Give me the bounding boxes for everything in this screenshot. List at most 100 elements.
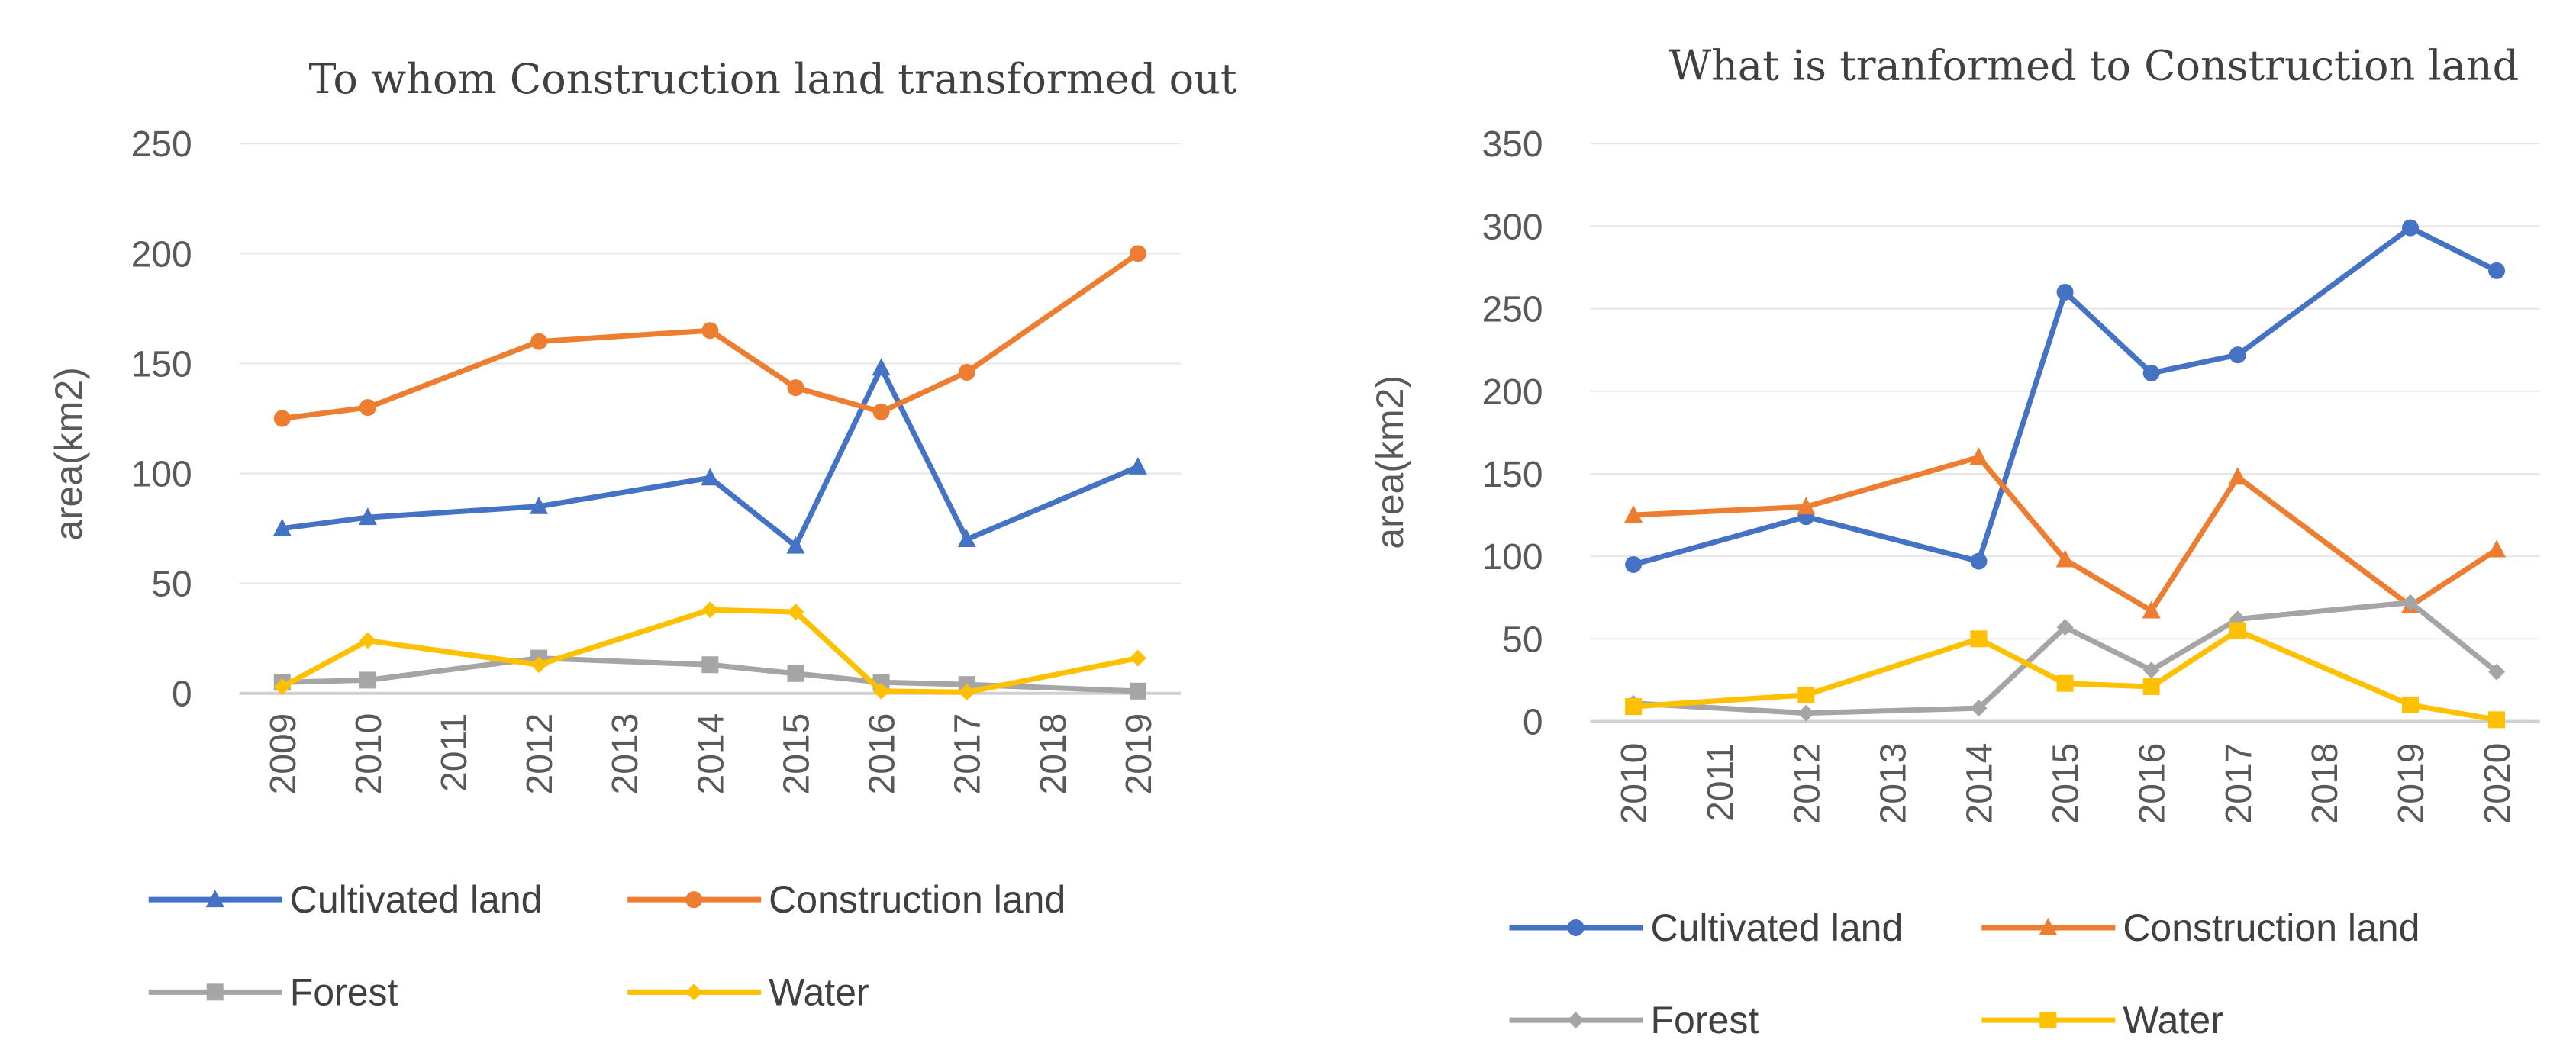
series-cultivated-land	[1625, 219, 2506, 573]
data-point-water-2019	[1129, 649, 1146, 667]
legend-item-cultivated-land: Cultivated land	[148, 878, 543, 921]
legend-marker	[685, 891, 703, 909]
data-point-construction-land-2014	[1969, 447, 1988, 465]
legend-item-water: Water	[1981, 999, 2223, 1041]
data-point-cultivated-land-2010	[1625, 555, 1643, 573]
legend: Cultivated land Construction land Forest Wa…	[148, 878, 1066, 1013]
legend-item-water: Water	[627, 970, 869, 1013]
x-tick-label: 2011	[434, 713, 475, 792]
chart-title: What is tranformed to Construction land	[1669, 42, 2520, 90]
data-point-forest-2019	[1129, 682, 1146, 700]
data-point-cultivated-land-2016	[2142, 364, 2160, 381]
data-point-construction-land-2012	[1797, 497, 1816, 515]
y-tick-label: 150	[131, 344, 192, 385]
legend-label: Cultivated land	[1651, 906, 1904, 949]
data-point-construction-land-2009	[273, 410, 291, 427]
x-tick-label: 2019	[2391, 743, 2432, 825]
x-tick-label: 2010	[349, 713, 389, 795]
legend: Cultivated land Construction land Forest Wa…	[1509, 906, 2420, 1041]
data-point-water-2012	[530, 656, 548, 674]
data-point-cultivated-land-2020	[2488, 262, 2506, 279]
legend-item-construction-land: Construction land	[627, 878, 1066, 921]
y-tick-label: 300	[1481, 207, 1543, 247]
y-tick-label: 100	[131, 455, 192, 495]
series-construction-land	[273, 245, 1146, 427]
series-line-water	[1630, 627, 2500, 723]
legend-item-forest: Forest	[1509, 999, 1759, 1041]
series-line-cultivated-land	[1630, 225, 2500, 568]
data-point-water-2015	[2056, 674, 2074, 692]
series-line-construction-land	[279, 250, 1141, 421]
y-tick-label: 350	[1481, 124, 1543, 165]
x-tick-label: 2010	[1614, 743, 1655, 825]
legend-label: Construction land	[2123, 906, 2420, 949]
x-tick-label: 2009	[263, 713, 304, 795]
data-point-water-2016	[872, 682, 890, 700]
x-tick-label: 2012	[1787, 743, 1827, 825]
x-tick-label: 2017	[2219, 743, 2259, 825]
data-point-cultivated-land-2012	[530, 496, 549, 514]
data-point-water-2014	[1970, 630, 1988, 648]
legend-item-forest: Forest	[148, 970, 398, 1013]
x-tick-label: 2018	[1033, 713, 1074, 795]
x-tick-label: 2015	[2046, 743, 2087, 825]
x-tick-label: 2020	[2478, 743, 2518, 825]
legend-label: Forest	[1651, 999, 1759, 1041]
data-point-cultivated-land-2014	[701, 468, 720, 486]
data-point-water-2014	[701, 601, 719, 619]
series-line-water	[279, 607, 1141, 695]
series-water	[1625, 622, 2506, 729]
x-tick-label: 2019	[1119, 713, 1159, 795]
data-point-cultivated-land-2019	[1128, 456, 1147, 475]
legend-marker	[685, 983, 703, 1001]
x-tick-label: 2016	[862, 713, 903, 795]
legend-label: Water	[769, 970, 869, 1013]
y-tick-label: 0	[172, 674, 192, 715]
data-point-construction-land-2016	[2142, 600, 2161, 619]
data-point-construction-land-2010	[359, 399, 376, 417]
data-point-forest-2010	[359, 671, 376, 689]
x-tick-label: 2013	[1873, 743, 1913, 825]
data-point-water-2019	[2401, 696, 2419, 713]
data-point-construction-land-2017	[958, 363, 975, 381]
chart-construction-out: To whom Construction land transformed ou…	[47, 55, 1237, 1013]
legend-marker	[1567, 1012, 1585, 1029]
chart-transformed-to-construction: What is tranformed to Construction land a…	[1369, 42, 2540, 1041]
legend-item-cultivated-land: Cultivated land	[1509, 906, 1904, 949]
legend-label: Forest	[290, 970, 398, 1013]
data-point-cultivated-land-2017	[2229, 346, 2246, 364]
data-point-water-2010	[359, 632, 376, 649]
data-point-forest-2019	[2401, 594, 2419, 611]
data-point-construction-land-2010	[1624, 505, 1643, 523]
y-tick-label: 250	[1481, 290, 1543, 330]
series-line-forest	[279, 655, 1141, 694]
series-cultivated-land	[272, 358, 1147, 554]
y-tick-label: 50	[151, 565, 192, 605]
data-point-cultivated-land-2015	[786, 536, 805, 554]
data-point-water-2015	[787, 604, 804, 621]
data-point-cultivated-land-2010	[358, 507, 377, 526]
y-tick-label: 0	[1523, 702, 1543, 742]
x-tick-label: 2014	[691, 713, 731, 795]
y-axis-label: area(km2)	[1369, 375, 1411, 549]
legend-label: Cultivated land	[290, 878, 543, 921]
data-point-forest-2015	[2056, 619, 2074, 636]
x-tick-label: 2018	[2305, 743, 2345, 825]
y-tick-label: 100	[1481, 537, 1543, 578]
data-point-construction-land-2019	[1129, 245, 1146, 262]
legend-marker	[1567, 919, 1585, 936]
legend-label: Construction land	[769, 878, 1066, 921]
y-tick-label: 50	[1502, 620, 1543, 660]
x-tick-label: 2015	[776, 713, 817, 795]
data-point-cultivated-land-2014	[1970, 552, 1988, 570]
legend-marker	[2039, 1012, 2057, 1029]
data-point-water-2016	[2142, 678, 2160, 696]
data-point-water-2010	[1625, 698, 1643, 716]
data-point-construction-land-2014	[701, 322, 719, 340]
data-point-construction-land-2015	[787, 379, 804, 397]
data-point-water-2017	[958, 684, 975, 701]
data-point-forest-2020	[2488, 663, 2506, 681]
chart-title: To whom Construction land transformed ou…	[309, 55, 1237, 103]
series-water	[273, 601, 1146, 701]
